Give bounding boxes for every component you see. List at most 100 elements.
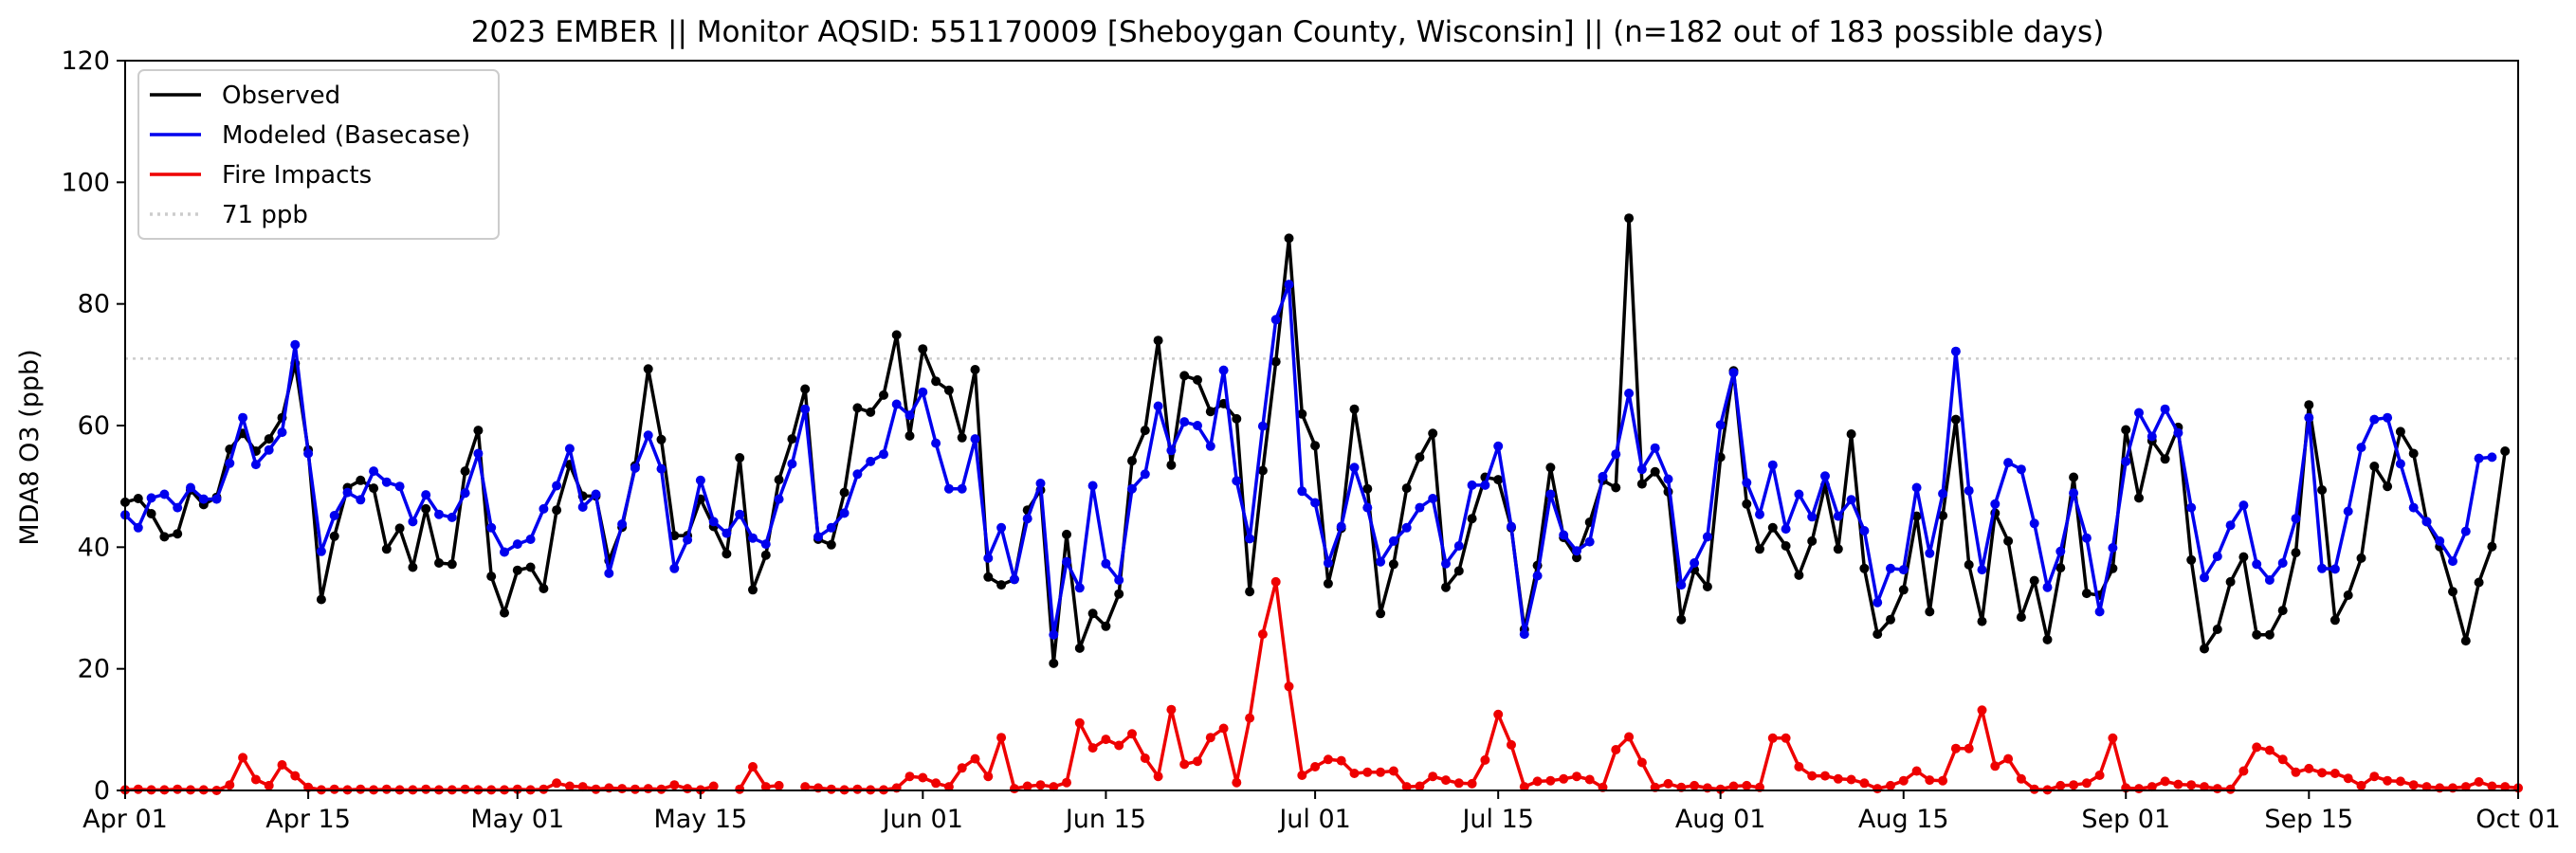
data-point	[1232, 476, 1242, 486]
data-point	[1886, 780, 1895, 790]
data-point	[356, 495, 366, 505]
data-point	[1572, 771, 1581, 782]
data-point	[1519, 629, 1529, 640]
data-point	[1362, 502, 1373, 513]
data-point	[1349, 404, 1360, 414]
data-point	[1049, 782, 1059, 792]
data-point	[250, 460, 261, 470]
data-point	[2160, 404, 2170, 414]
data-point	[2264, 745, 2275, 755]
data-point	[512, 565, 522, 575]
data-point	[2460, 636, 2471, 646]
data-point	[1742, 780, 1752, 790]
data-point	[1898, 565, 1909, 575]
data-point	[643, 364, 653, 374]
data-point	[1990, 761, 2001, 771]
data-point	[2408, 448, 2419, 459]
data-point	[1257, 421, 1268, 431]
data-point	[1428, 428, 1438, 439]
data-point	[1977, 616, 1987, 626]
y-tick-label: 120	[61, 46, 110, 76]
data-point	[2238, 766, 2249, 776]
data-point	[1336, 755, 1346, 766]
data-point	[1676, 580, 1687, 590]
y-tick-label: 100	[61, 168, 110, 197]
data-point	[1415, 781, 1425, 791]
data-point	[617, 519, 628, 529]
data-point	[1781, 541, 1791, 551]
data-point	[133, 494, 143, 503]
data-point	[748, 762, 758, 771]
data-point	[1950, 414, 1961, 425]
data-point	[708, 781, 719, 791]
data-point	[2238, 552, 2249, 562]
data-point	[173, 529, 183, 539]
data-point	[943, 385, 954, 395]
data-point	[2186, 502, 2197, 513]
data-point	[159, 489, 170, 499]
data-point	[1624, 732, 1635, 742]
data-point	[2134, 408, 2144, 418]
data-point	[1767, 522, 1778, 533]
data-point	[1846, 495, 1856, 505]
data-point	[2408, 502, 2419, 513]
data-point	[774, 494, 784, 504]
data-point	[904, 430, 915, 441]
data-point	[957, 432, 967, 443]
data-point	[852, 469, 863, 480]
data-point	[1415, 452, 1425, 463]
data-point	[2291, 514, 2301, 524]
axis-layer: Apr 01 Apr 15 May 01 May 15 Jun 01 Jun 15 Jul …	[61, 46, 2560, 834]
data-point	[2200, 644, 2209, 654]
series-modeled-basecase	[120, 280, 2497, 640]
data-point	[983, 771, 994, 782]
data-point	[1833, 544, 1843, 554]
data-point	[2317, 485, 2328, 495]
data-point	[2212, 625, 2222, 634]
data-point	[225, 780, 235, 790]
data-point	[356, 475, 366, 485]
data-point	[2487, 781, 2497, 791]
data-point	[866, 407, 876, 417]
data-point	[1833, 511, 1843, 521]
data-point	[2108, 733, 2118, 743]
data-point	[198, 494, 209, 504]
data-point	[173, 784, 183, 794]
data-point	[1807, 771, 1818, 781]
data-point	[2474, 453, 2484, 463]
data-point	[1349, 463, 1360, 473]
data-point	[238, 412, 248, 423]
data-point	[564, 444, 575, 454]
data-point	[669, 780, 680, 790]
data-point	[1323, 578, 1333, 589]
data-point	[408, 517, 418, 527]
data-point	[1519, 782, 1529, 792]
data-point	[500, 547, 509, 557]
data-point	[983, 553, 994, 563]
chart-title: 2023 EMBER || Monitor AQSID: 551170009 […	[471, 15, 2105, 49]
data-point	[774, 475, 784, 485]
data-point	[1545, 775, 1556, 786]
data-point	[2200, 572, 2209, 583]
data-point	[1401, 483, 1412, 494]
data-point	[2343, 506, 2353, 517]
data-point	[2304, 763, 2314, 773]
data-point	[277, 427, 287, 438]
data-point	[290, 771, 301, 781]
data-point	[591, 489, 601, 499]
data-point	[1323, 754, 1333, 765]
data-point	[1257, 465, 1268, 476]
data-point	[1532, 776, 1543, 787]
data-point	[996, 522, 1007, 533]
series-line	[738, 765, 779, 790]
data-point	[1507, 739, 1516, 750]
data-point	[238, 753, 248, 763]
data-point	[2369, 462, 2380, 471]
data-point	[2029, 575, 2039, 586]
data-point	[211, 494, 222, 504]
data-point	[2055, 780, 2066, 790]
data-point	[2094, 607, 2105, 617]
data-point	[891, 399, 902, 409]
data-point	[1441, 582, 1451, 592]
data-point	[1127, 456, 1137, 466]
